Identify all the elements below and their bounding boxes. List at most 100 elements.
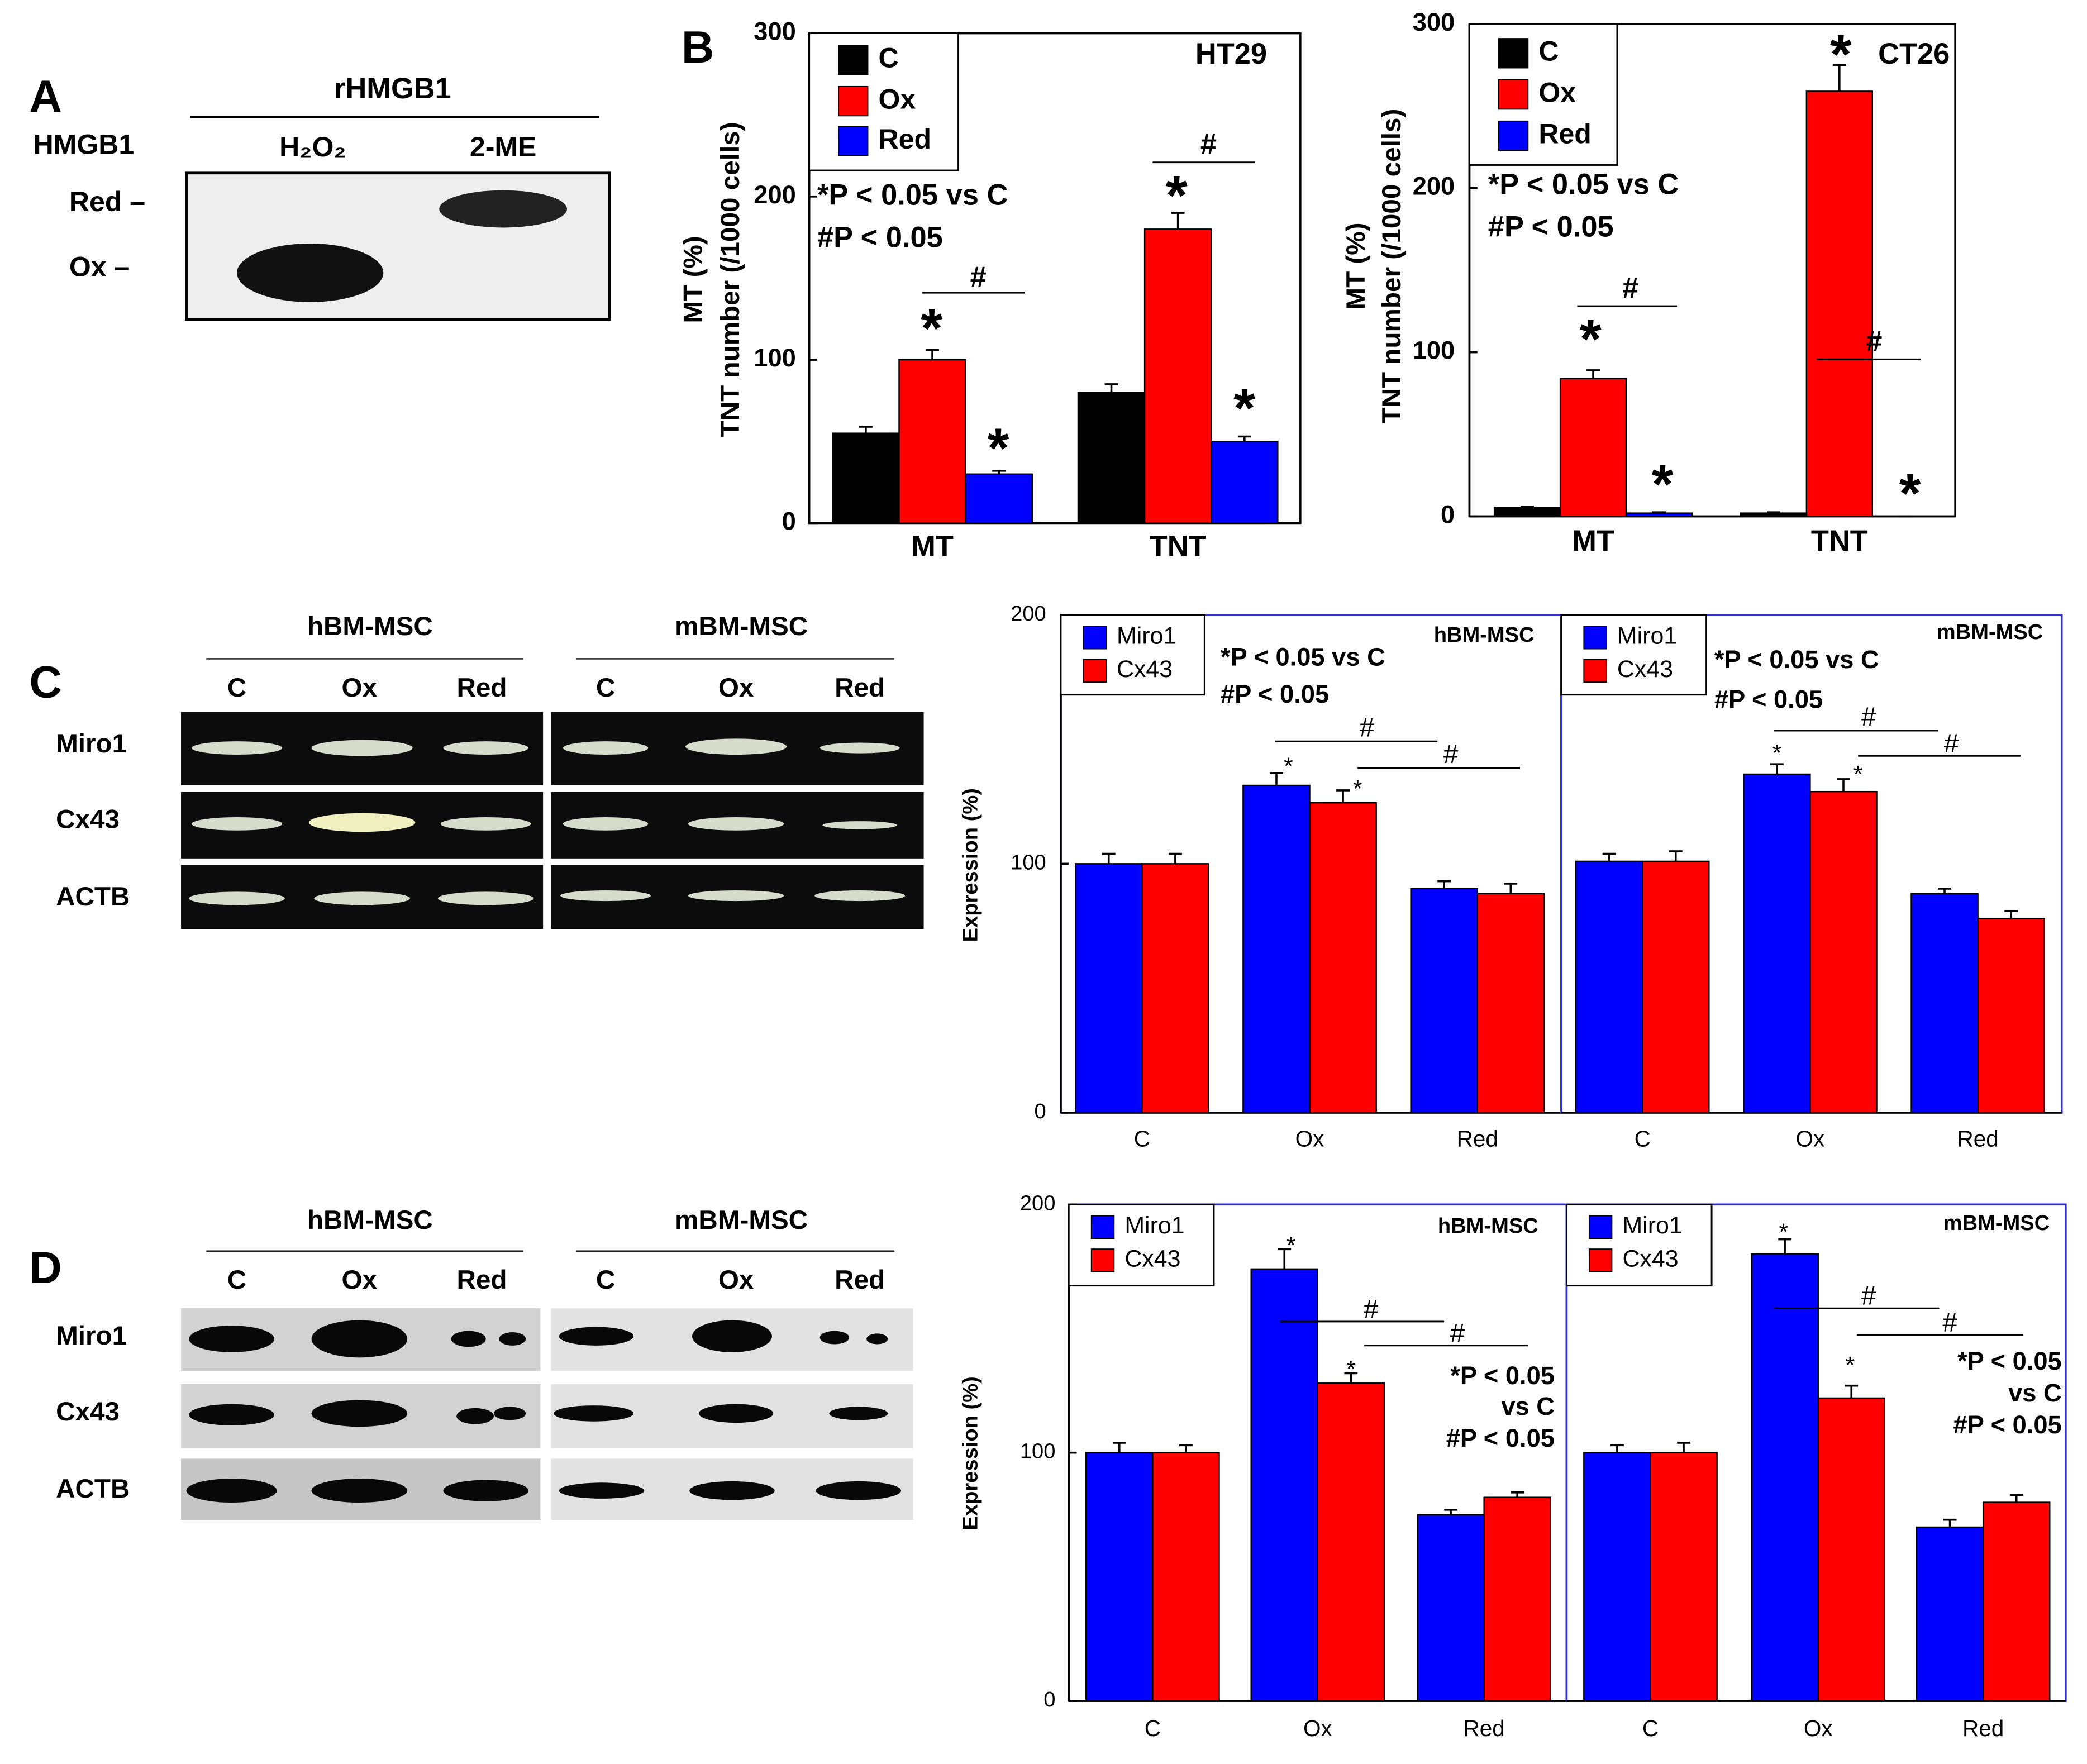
- legend-label: Ox: [879, 83, 916, 115]
- bar: [965, 473, 1033, 524]
- bar: [1250, 1268, 1319, 1702]
- x-tick-label: Ox: [1796, 1126, 1825, 1152]
- error-bar: [1278, 1248, 1292, 1269]
- error-bar: [1344, 1372, 1358, 1384]
- bar: [1143, 228, 1212, 524]
- bar: [1977, 918, 2045, 1114]
- y-tick-label: 100: [1011, 850, 1046, 874]
- legend-label: Red: [879, 123, 932, 155]
- y-axis-label: TNT number (/1000 cells): [716, 122, 745, 437]
- error-bar: [1270, 771, 1283, 786]
- panel-label: B: [682, 22, 714, 73]
- lane-label: Red: [457, 1265, 507, 1295]
- group-label: mBM-MSC: [675, 612, 808, 641]
- bar: [1559, 378, 1627, 517]
- lane-label: Ox: [342, 1265, 378, 1295]
- band: [237, 244, 384, 302]
- y-axis-label: Expression (%): [958, 788, 982, 942]
- annotation: #: [1942, 1308, 1957, 1337]
- y-axis-label: MT (%): [678, 236, 708, 323]
- x-tick-label: TNT: [1811, 525, 1868, 557]
- blot-d: D hBM-MSC mBM-MSC C Ox Red C Ox Red Miro…: [29, 1205, 913, 1520]
- bar: [1650, 1452, 1718, 1702]
- annotation: *: [1580, 308, 1602, 370]
- annotation: #: [1450, 1318, 1465, 1348]
- gel-bands: [189, 738, 906, 905]
- legend-swatch: [1588, 1248, 1613, 1272]
- bar: [1211, 441, 1279, 524]
- error-bar: [1837, 778, 1850, 792]
- x-tick-label: Red: [1457, 1126, 1498, 1152]
- bar: [1141, 863, 1209, 1114]
- blot-header: rHMGB1: [334, 73, 451, 105]
- legend-label: Red: [1538, 118, 1592, 149]
- x-tick-label: Ox: [1303, 1715, 1332, 1741]
- bar: [1817, 1397, 1886, 1702]
- chart-title: mBM-MSC: [1943, 1211, 2050, 1235]
- annotation: *: [921, 297, 942, 360]
- blot-c: C hBM-MSC mBM-MSC C Ox Red C Ox Red Miro…: [29, 612, 924, 929]
- annotation: #: [1364, 1295, 1379, 1324]
- y-tick-label: 300: [1413, 8, 1455, 36]
- bar: [1751, 1253, 1819, 1702]
- annotation: *: [1899, 463, 1921, 525]
- chart-title: HT29: [1195, 38, 1267, 70]
- lane-label: C: [596, 673, 615, 703]
- error-bar: [1669, 850, 1683, 861]
- legend-swatch: [1083, 659, 1107, 683]
- error-bar: [1511, 1491, 1524, 1498]
- legend-swatch: [838, 45, 869, 75]
- legend-swatch: [1583, 626, 1607, 650]
- bar: [1583, 1452, 1651, 1702]
- blot-bands: [186, 1320, 902, 1503]
- annotation: #: [1861, 702, 1876, 732]
- bar: [1077, 392, 1146, 524]
- y-tick-label: 0: [1035, 1099, 1046, 1123]
- legend-label: Cx43: [1117, 656, 1173, 683]
- error-bar: [859, 426, 873, 433]
- legend-swatch: [1090, 1215, 1115, 1239]
- bar: [1417, 1514, 1485, 1702]
- legend-label: Miro1: [1117, 623, 1176, 650]
- bar: [1642, 860, 1710, 1114]
- bar: [1493, 507, 1561, 517]
- bar: [1982, 1501, 2051, 1702]
- error-bar: [1504, 883, 1518, 894]
- y-axis-label: MT (%): [1341, 222, 1371, 309]
- legend-label: C: [879, 42, 899, 73]
- y-tick-label: 200: [1020, 1191, 1056, 1215]
- row-label: Miro1: [56, 1321, 127, 1351]
- annotation: *P < 0.05: [1450, 1361, 1555, 1390]
- bar: [832, 432, 900, 524]
- legend-swatch: [1498, 38, 1529, 69]
- error-bar: [1237, 435, 1251, 442]
- annotation: #: [970, 261, 987, 294]
- annotation: *P < 0.05 vs C: [1221, 642, 1385, 671]
- error-bar: [1832, 64, 1846, 92]
- annotation: *P < 0.05 vs C: [817, 179, 1008, 211]
- row-label: Cx43: [56, 805, 120, 835]
- legend-swatch: [1583, 659, 1607, 683]
- error-bar: [2004, 910, 2018, 919]
- x-tick-label: C: [1635, 1126, 1651, 1152]
- y-tick-label: 300: [754, 17, 796, 46]
- legend-box: [1469, 23, 1618, 166]
- panel-label: D: [29, 1243, 62, 1293]
- x-tick-label: TNT: [1150, 531, 1207, 563]
- bar: [1809, 790, 1878, 1114]
- error-bar: [1602, 852, 1616, 861]
- error-bar: [1437, 880, 1451, 889]
- error-bar: [1171, 212, 1185, 230]
- lane-label: Ox: [342, 673, 378, 703]
- annotation: *P < 0.05: [1957, 1347, 2062, 1375]
- error-bar: [1336, 789, 1350, 803]
- bar: [1317, 1382, 1385, 1702]
- legend-label: Miro1: [1622, 1212, 1682, 1239]
- annotation: #: [1443, 740, 1459, 769]
- error-bar: [992, 470, 1006, 474]
- y-tick-label: 200: [754, 180, 796, 209]
- error-bar: [1104, 383, 1118, 393]
- chart-title: mBM-MSC: [1937, 620, 2043, 644]
- annotation: *: [1846, 1352, 1855, 1379]
- bar: [1483, 1496, 1551, 1702]
